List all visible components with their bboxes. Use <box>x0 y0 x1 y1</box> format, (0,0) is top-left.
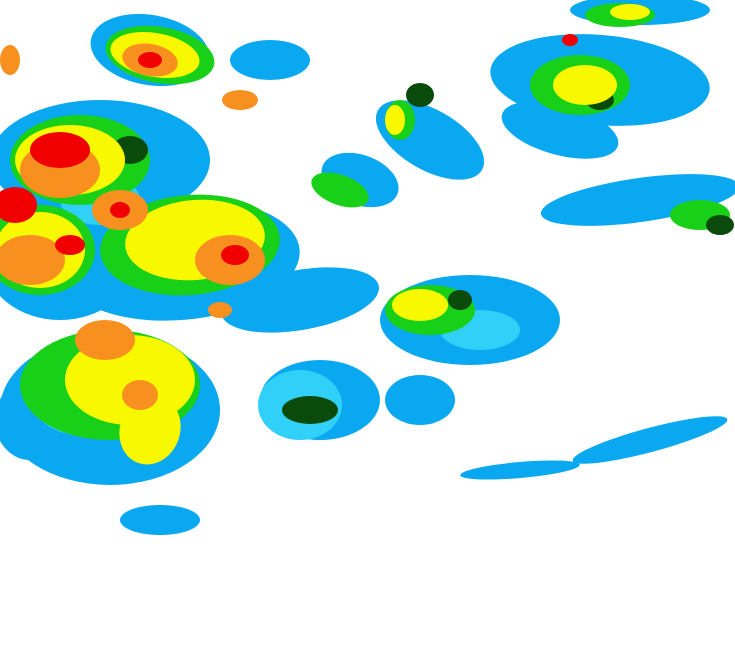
intensity-cell-yellow <box>119 395 181 465</box>
intensity-cell-light-blue <box>120 505 200 535</box>
intensity-cell-light-blue <box>385 375 455 425</box>
intensity-cell-orange <box>75 320 135 360</box>
intensity-cell-red <box>30 132 90 168</box>
intensity-cell-yellow <box>392 289 448 321</box>
intensity-cell-orange <box>0 235 65 285</box>
intensity-cell-red <box>55 235 85 255</box>
intensity-cell-light-blue <box>230 40 310 80</box>
intensity-cell-light-blue <box>460 460 580 480</box>
intensity-cell-orange <box>0 45 20 75</box>
intensity-cell-orange <box>222 90 258 110</box>
intensity-cell-dark-green <box>706 215 734 235</box>
intensity-cell-yellow <box>553 65 617 105</box>
intensity-cell-light-blue <box>572 416 728 464</box>
intensity-cell-light-blue <box>540 174 735 226</box>
intensity-cell-green <box>311 172 369 208</box>
intensity-cell-light-blue <box>221 267 379 333</box>
intensity-cell-red <box>0 187 37 223</box>
intensity-cell-red <box>562 34 578 46</box>
intensity-cell-red <box>138 52 162 68</box>
intensity-cell-orange <box>208 302 232 318</box>
intensity-cell-yellow <box>610 4 650 20</box>
intensity-cell-red <box>221 245 249 265</box>
intensity-cell-yellow <box>385 105 405 135</box>
intensity-cell-dark-green <box>448 290 472 310</box>
intensity-cell-orange <box>122 380 158 410</box>
intensity-cell-dark-green <box>406 83 434 107</box>
intensity-cell-light-blue <box>501 101 619 159</box>
intensity-cell-dark-green <box>282 396 338 424</box>
intensity-cell-red <box>110 202 130 218</box>
